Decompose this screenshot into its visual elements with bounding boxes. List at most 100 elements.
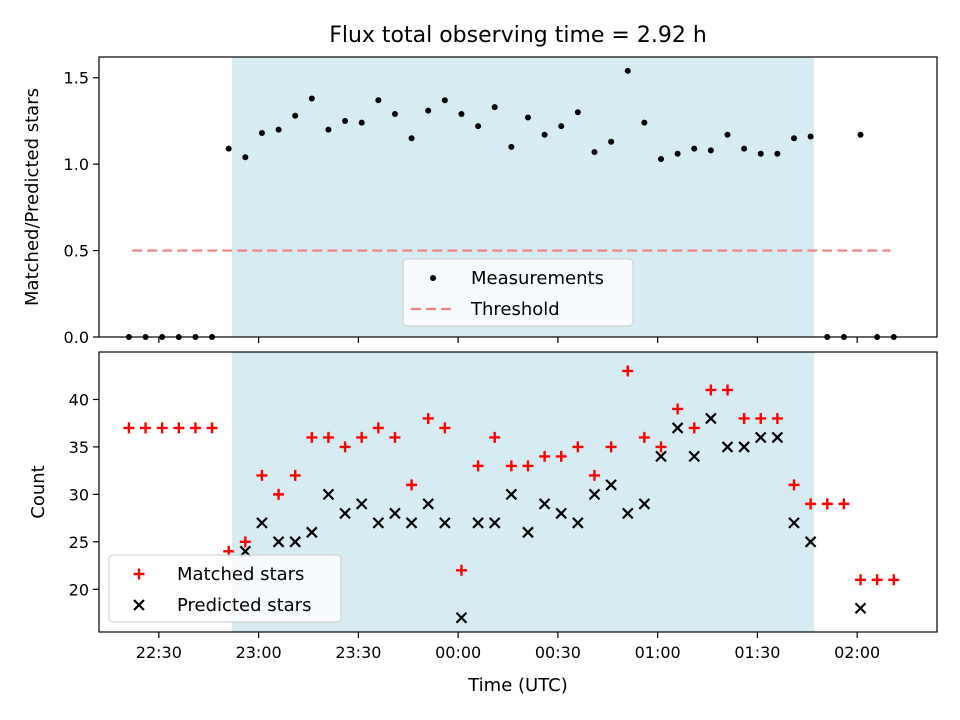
data-point [838,498,850,510]
data-point [871,574,883,586]
x-tick-label: 23:30 [335,643,381,662]
x-axis-label: Time (UTC) [467,675,568,696]
data-point [724,131,731,138]
y-tick-label: 0.0 [64,328,89,347]
x-tick-label: 22:30 [136,643,182,662]
data-point [458,111,465,118]
data-point [588,469,600,481]
series-predicted-stars [239,412,867,624]
series-measurements [125,67,897,340]
data-point [738,441,750,453]
y-tick-label: 1.5 [64,69,89,88]
data-point [372,422,384,434]
series-matched-stars [123,365,900,586]
y-tick-label: 20 [69,580,89,599]
data-point [356,431,368,443]
data-point [258,130,265,137]
y-tick-label: 1.0 [64,155,89,174]
data-point [539,450,551,462]
data-point [455,611,468,624]
data-point [358,119,365,126]
data-point [588,488,601,501]
data-point [491,104,498,111]
data-point [791,135,798,142]
data-point [854,602,867,615]
data-point [156,422,168,434]
data-point [505,488,518,501]
data-point [674,150,681,157]
data-point [289,536,301,548]
bottom-y-axis-label: Count [28,465,49,518]
data-point [624,67,631,74]
data-point [475,123,482,130]
x-tick-label: 00:30 [535,643,581,662]
data-point [771,412,783,424]
data-point [788,479,800,491]
data-point [788,517,800,529]
data-point [242,154,249,161]
legend-box [402,258,634,327]
data-point [406,479,418,491]
data-point [638,431,650,443]
data-point [375,97,382,104]
legend-box [108,554,342,623]
y-tick-label: 0.5 [64,242,89,261]
legend-label: Predicted stars [177,595,311,616]
y-tick-label: 35 [69,438,89,457]
data-point [605,479,617,491]
x-tick-label: 01:00 [635,643,681,662]
data-point [422,412,434,424]
x-tick-label: 23:00 [236,643,282,662]
data-point [408,135,415,142]
data-point [256,517,268,529]
data-point [622,365,634,377]
data-point [339,441,351,453]
x-tick-label: 02:00 [834,643,880,662]
data-point [505,460,517,472]
data-point [439,517,451,529]
data-point [355,498,368,510]
data-point [555,450,567,462]
data-point [691,145,698,152]
top-panel: 0.0 0.5 1.0 1.5 Measurements Threshold [64,56,938,347]
data-point [807,133,814,140]
data-point [389,507,401,520]
data-point [672,403,684,415]
data-point [522,526,534,539]
data-point [855,574,867,586]
legend-label: Measurements [471,268,604,289]
legend-label: Threshold [470,299,560,320]
data-point [638,498,651,510]
data-point [292,112,299,119]
data-point [272,536,285,548]
bottom-panel: 20 25 30 35 40 22:30 23:00 23:30 00:00 00:30 01:00… [69,351,938,662]
legend-label: Matched stars [177,564,304,585]
data-point [342,117,349,124]
x-tick-label: 01:30 [734,643,780,662]
data-point [538,498,551,510]
top-y-axis-label: Matched/Predicted stars [22,88,43,306]
data-point [757,150,764,157]
data-point [306,526,318,539]
data-point [888,574,900,586]
data-point [123,422,135,434]
data-point [405,517,418,529]
legend: Matched stars Predicted stars [108,554,342,623]
data-point [821,498,833,510]
data-point [439,422,451,434]
data-point [391,111,398,118]
data-point [173,422,185,434]
data-point [641,119,648,126]
data-point [804,536,817,548]
data-point [738,412,750,424]
data-point [721,441,734,453]
data-point [256,469,268,481]
data-point [707,147,714,154]
data-point [275,126,282,133]
data-point [608,138,615,145]
data-point [389,431,401,443]
data-point [206,422,218,434]
data-point [755,412,767,424]
data-point [688,422,700,434]
